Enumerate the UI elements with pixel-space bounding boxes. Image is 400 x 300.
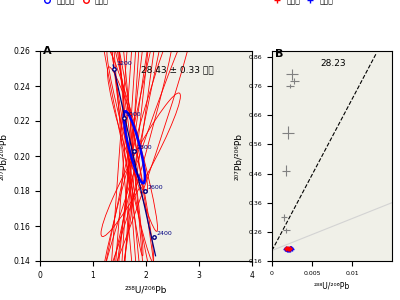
Text: B: B [275,49,284,59]
Legend: 谐和年龄, 磷酸盐: 谐和年龄, 磷酸盐 [40,0,109,5]
Text: 2400: 2400 [156,231,172,236]
Y-axis label: ²⁰⁷Pb/²⁰⁶Pb: ²⁰⁷Pb/²⁰⁶Pb [0,133,8,179]
Legend: 锐矿物, 磷酸盐: 锐矿物, 磷酸盐 [270,0,334,5]
Text: 28.43 ± 0.33 亿年: 28.43 ± 0.33 亿年 [141,65,213,74]
Y-axis label: ²⁰⁷Pb/²⁰⁶Pb: ²⁰⁷Pb/²⁰⁶Pb [234,133,243,179]
Text: A: A [43,46,51,56]
Text: 3200: 3200 [117,61,133,66]
Text: 2800: 2800 [136,145,152,150]
Text: 28.23: 28.23 [320,58,346,68]
X-axis label: ²³⁸U/²⁰⁶Pb: ²³⁸U/²⁰⁶Pb [125,285,167,294]
X-axis label: ²³⁸U/²⁰⁶Pb: ²³⁸U/²⁰⁶Pb [314,281,350,290]
Text: 2600: 2600 [147,185,163,190]
Text: 3000: 3000 [126,112,142,117]
